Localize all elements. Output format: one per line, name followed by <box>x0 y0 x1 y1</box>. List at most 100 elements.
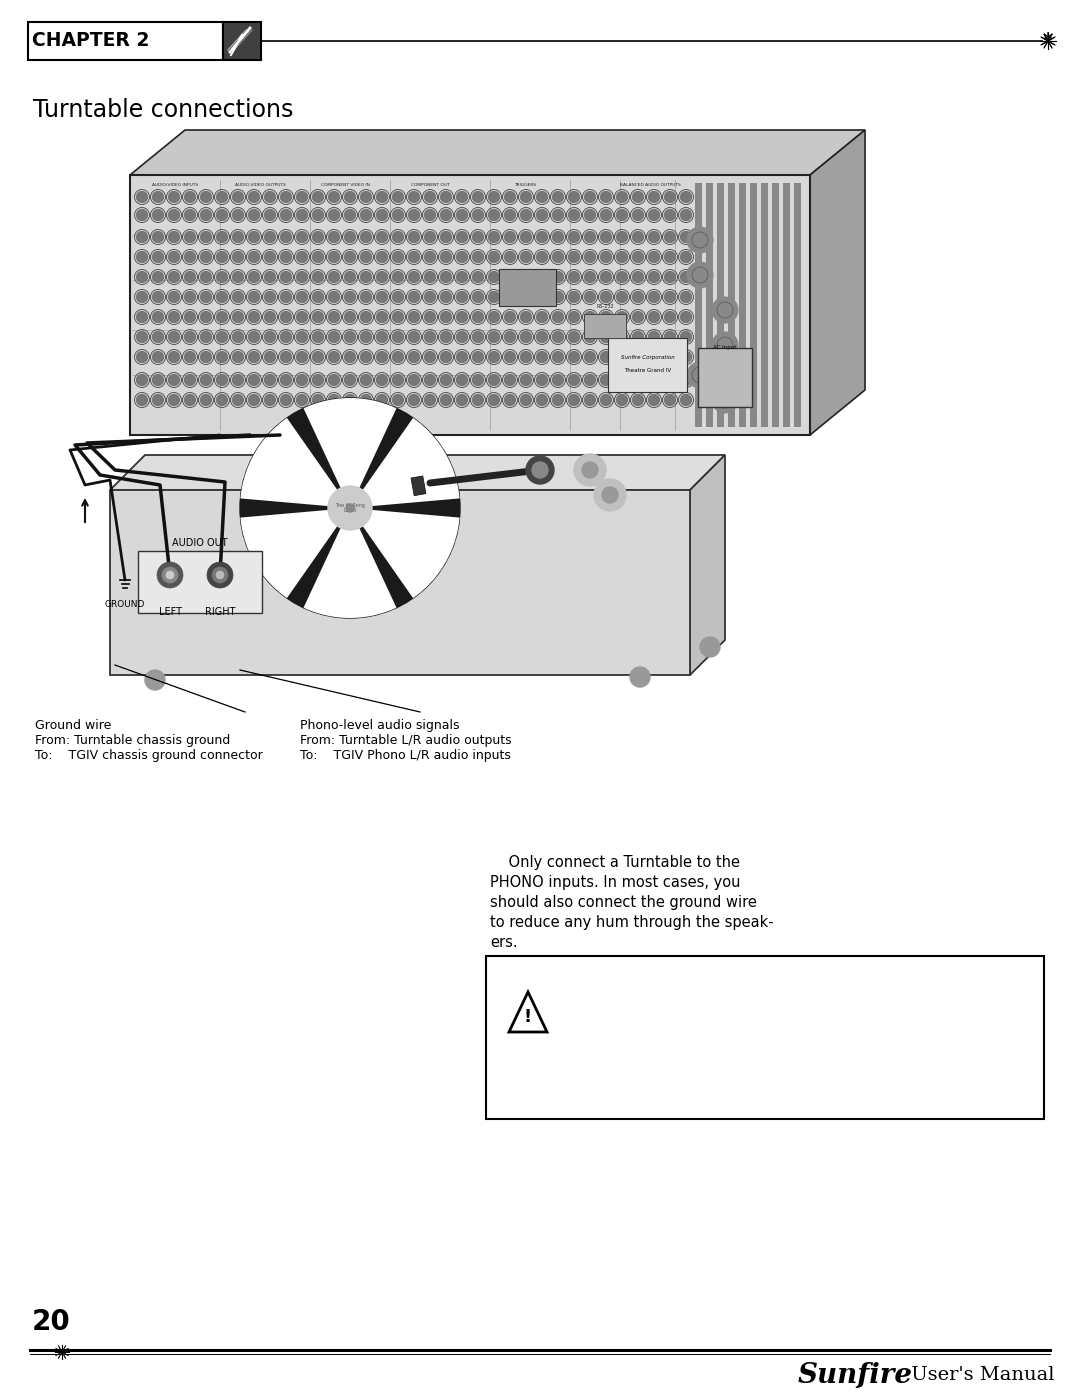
Text: Ground wire: Ground wire <box>35 719 111 732</box>
Text: 20: 20 <box>32 1308 71 1336</box>
Circle shape <box>680 210 691 221</box>
Circle shape <box>265 210 275 221</box>
Circle shape <box>232 232 243 243</box>
Circle shape <box>457 331 468 342</box>
FancyBboxPatch shape <box>28 22 222 60</box>
Circle shape <box>145 671 165 690</box>
Circle shape <box>473 312 484 323</box>
Circle shape <box>248 292 259 303</box>
Circle shape <box>201 271 212 282</box>
Text: AC Input: AC Input <box>713 345 737 351</box>
Polygon shape <box>303 509 396 617</box>
Circle shape <box>216 394 228 405</box>
Circle shape <box>521 374 531 386</box>
Circle shape <box>441 271 451 282</box>
Circle shape <box>600 271 611 282</box>
Circle shape <box>617 191 627 203</box>
Circle shape <box>584 210 595 221</box>
Circle shape <box>152 271 163 282</box>
Circle shape <box>712 332 738 358</box>
Circle shape <box>312 312 324 323</box>
Circle shape <box>712 387 738 414</box>
Circle shape <box>664 292 675 303</box>
Circle shape <box>457 251 468 263</box>
Circle shape <box>136 374 148 386</box>
Circle shape <box>248 251 259 263</box>
Circle shape <box>312 352 324 362</box>
Circle shape <box>441 312 451 323</box>
Circle shape <box>521 292 531 303</box>
Bar <box>772 183 779 427</box>
Circle shape <box>297 232 308 243</box>
Circle shape <box>553 191 564 203</box>
Circle shape <box>392 312 404 323</box>
Circle shape <box>584 374 595 386</box>
Circle shape <box>168 374 179 386</box>
Text: Turntable connections: Turntable connections <box>33 98 294 122</box>
Polygon shape <box>810 130 865 434</box>
Circle shape <box>712 298 738 323</box>
Circle shape <box>265 374 275 386</box>
Text: GROUND: GROUND <box>105 599 145 609</box>
Circle shape <box>521 394 531 405</box>
Circle shape <box>664 271 675 282</box>
Circle shape <box>408 374 419 386</box>
Circle shape <box>584 271 595 282</box>
Circle shape <box>201 312 212 323</box>
Circle shape <box>553 394 564 405</box>
Circle shape <box>297 251 308 263</box>
Circle shape <box>328 292 339 303</box>
Circle shape <box>361 251 372 263</box>
Circle shape <box>157 562 183 588</box>
Circle shape <box>537 352 548 362</box>
Circle shape <box>281 271 292 282</box>
Circle shape <box>424 331 435 342</box>
Circle shape <box>168 312 179 323</box>
Circle shape <box>152 210 163 221</box>
Circle shape <box>201 352 212 362</box>
Polygon shape <box>241 418 350 509</box>
Circle shape <box>265 232 275 243</box>
Circle shape <box>504 251 515 263</box>
Circle shape <box>600 251 611 263</box>
Circle shape <box>392 292 404 303</box>
Circle shape <box>441 210 451 221</box>
Circle shape <box>185 271 195 282</box>
Circle shape <box>553 210 564 221</box>
Circle shape <box>441 232 451 243</box>
Circle shape <box>185 292 195 303</box>
Circle shape <box>136 312 148 323</box>
Circle shape <box>136 331 148 342</box>
Circle shape <box>664 312 675 323</box>
Circle shape <box>361 352 372 362</box>
Polygon shape <box>241 509 350 598</box>
Circle shape <box>265 251 275 263</box>
Circle shape <box>568 232 580 243</box>
Circle shape <box>648 210 660 221</box>
Circle shape <box>297 394 308 405</box>
Circle shape <box>392 191 404 203</box>
Circle shape <box>281 232 292 243</box>
Polygon shape <box>303 398 396 509</box>
Circle shape <box>312 331 324 342</box>
Circle shape <box>345 232 355 243</box>
Circle shape <box>600 374 611 386</box>
Circle shape <box>568 292 580 303</box>
Circle shape <box>568 394 580 405</box>
Circle shape <box>361 210 372 221</box>
Circle shape <box>648 191 660 203</box>
Circle shape <box>521 271 531 282</box>
Circle shape <box>328 251 339 263</box>
Circle shape <box>568 251 580 263</box>
Text: ers.: ers. <box>490 935 517 950</box>
Circle shape <box>312 251 324 263</box>
Circle shape <box>281 312 292 323</box>
Circle shape <box>687 263 713 288</box>
Circle shape <box>136 191 148 203</box>
Text: *: * <box>1043 32 1053 50</box>
Circle shape <box>537 331 548 342</box>
Circle shape <box>361 292 372 303</box>
Circle shape <box>232 251 243 263</box>
Circle shape <box>248 191 259 203</box>
Circle shape <box>168 331 179 342</box>
